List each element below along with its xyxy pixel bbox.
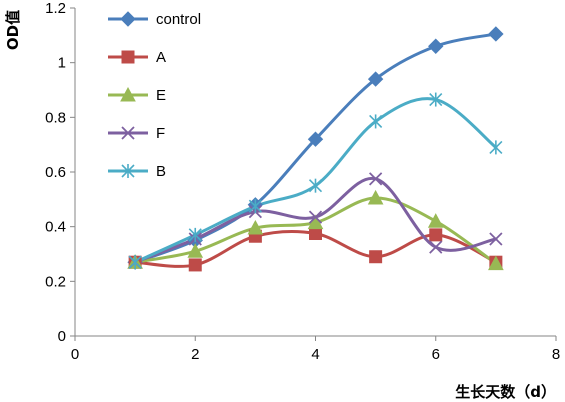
legend-item-E: E [108,86,166,104]
legend-item-A: A [108,49,166,66]
data-point-B [188,227,202,242]
legend-swatch-marker [121,126,135,140]
y-tick-label: 0.2 [45,273,66,290]
axes [70,7,557,341]
legend-swatch-marker [121,50,135,64]
data-point-A [188,258,202,272]
y-tick-label: 1.2 [45,0,66,17]
data-point-B [369,114,383,129]
legend-label: E [156,87,166,104]
data-point-control [428,38,444,54]
legend-label: control [156,11,201,28]
legend: control A E F B [108,11,201,180]
data-point-E [247,219,264,235]
data-point-F [429,240,443,254]
legend-swatch-marker [120,86,136,102]
data-point-E [427,213,444,228]
data-point-B [248,199,262,214]
data-point-F [308,210,323,224]
y-tick-label: 0 [58,328,66,345]
data-point-A [309,227,322,240]
y-tick-label: 1 [58,55,66,72]
data-point-B [489,140,503,155]
x-tick-label: 6 [432,346,440,363]
y-tick-label: 0.4 [45,219,66,236]
legend-label: B [156,163,166,180]
data-point-control [488,26,504,42]
tick-labels: 0 0.2 0.4 0.6 0.8 1 1.2 0 2 4 6 8 [45,0,560,363]
data-point-A [369,250,383,264]
data-point-E [488,255,504,271]
legend-item-B: B [108,163,166,180]
x-tick-label: 2 [191,346,199,363]
legend-label: A [156,49,166,66]
data-point-E [307,214,324,230]
y-axis-title: OD值 [4,10,22,50]
data-point-A [429,228,443,242]
series-markers [127,26,504,272]
data-point-E [187,243,204,258]
data-point-E [367,189,384,205]
data-point-F [368,172,383,186]
data-point-B [429,92,443,107]
y-tick-label: 0.6 [45,164,66,181]
data-point-control [307,131,324,147]
legend-item-control: control [108,11,201,28]
data-point-control [367,71,384,87]
legend-swatch-marker [121,164,135,178]
x-tick-label: 4 [311,346,319,363]
legend-item-F: F [108,125,165,142]
data-point-B [308,178,323,193]
x-tick-label: 0 [71,346,79,363]
x-axis-title: 生长天数（d） [455,383,556,401]
legend-label: F [156,125,165,142]
legend-swatch-marker [120,11,136,27]
data-point-B [128,255,142,270]
x-tick-label: 8 [552,346,560,363]
data-point-F [489,232,503,246]
y-tick-label: 0.8 [45,109,66,126]
